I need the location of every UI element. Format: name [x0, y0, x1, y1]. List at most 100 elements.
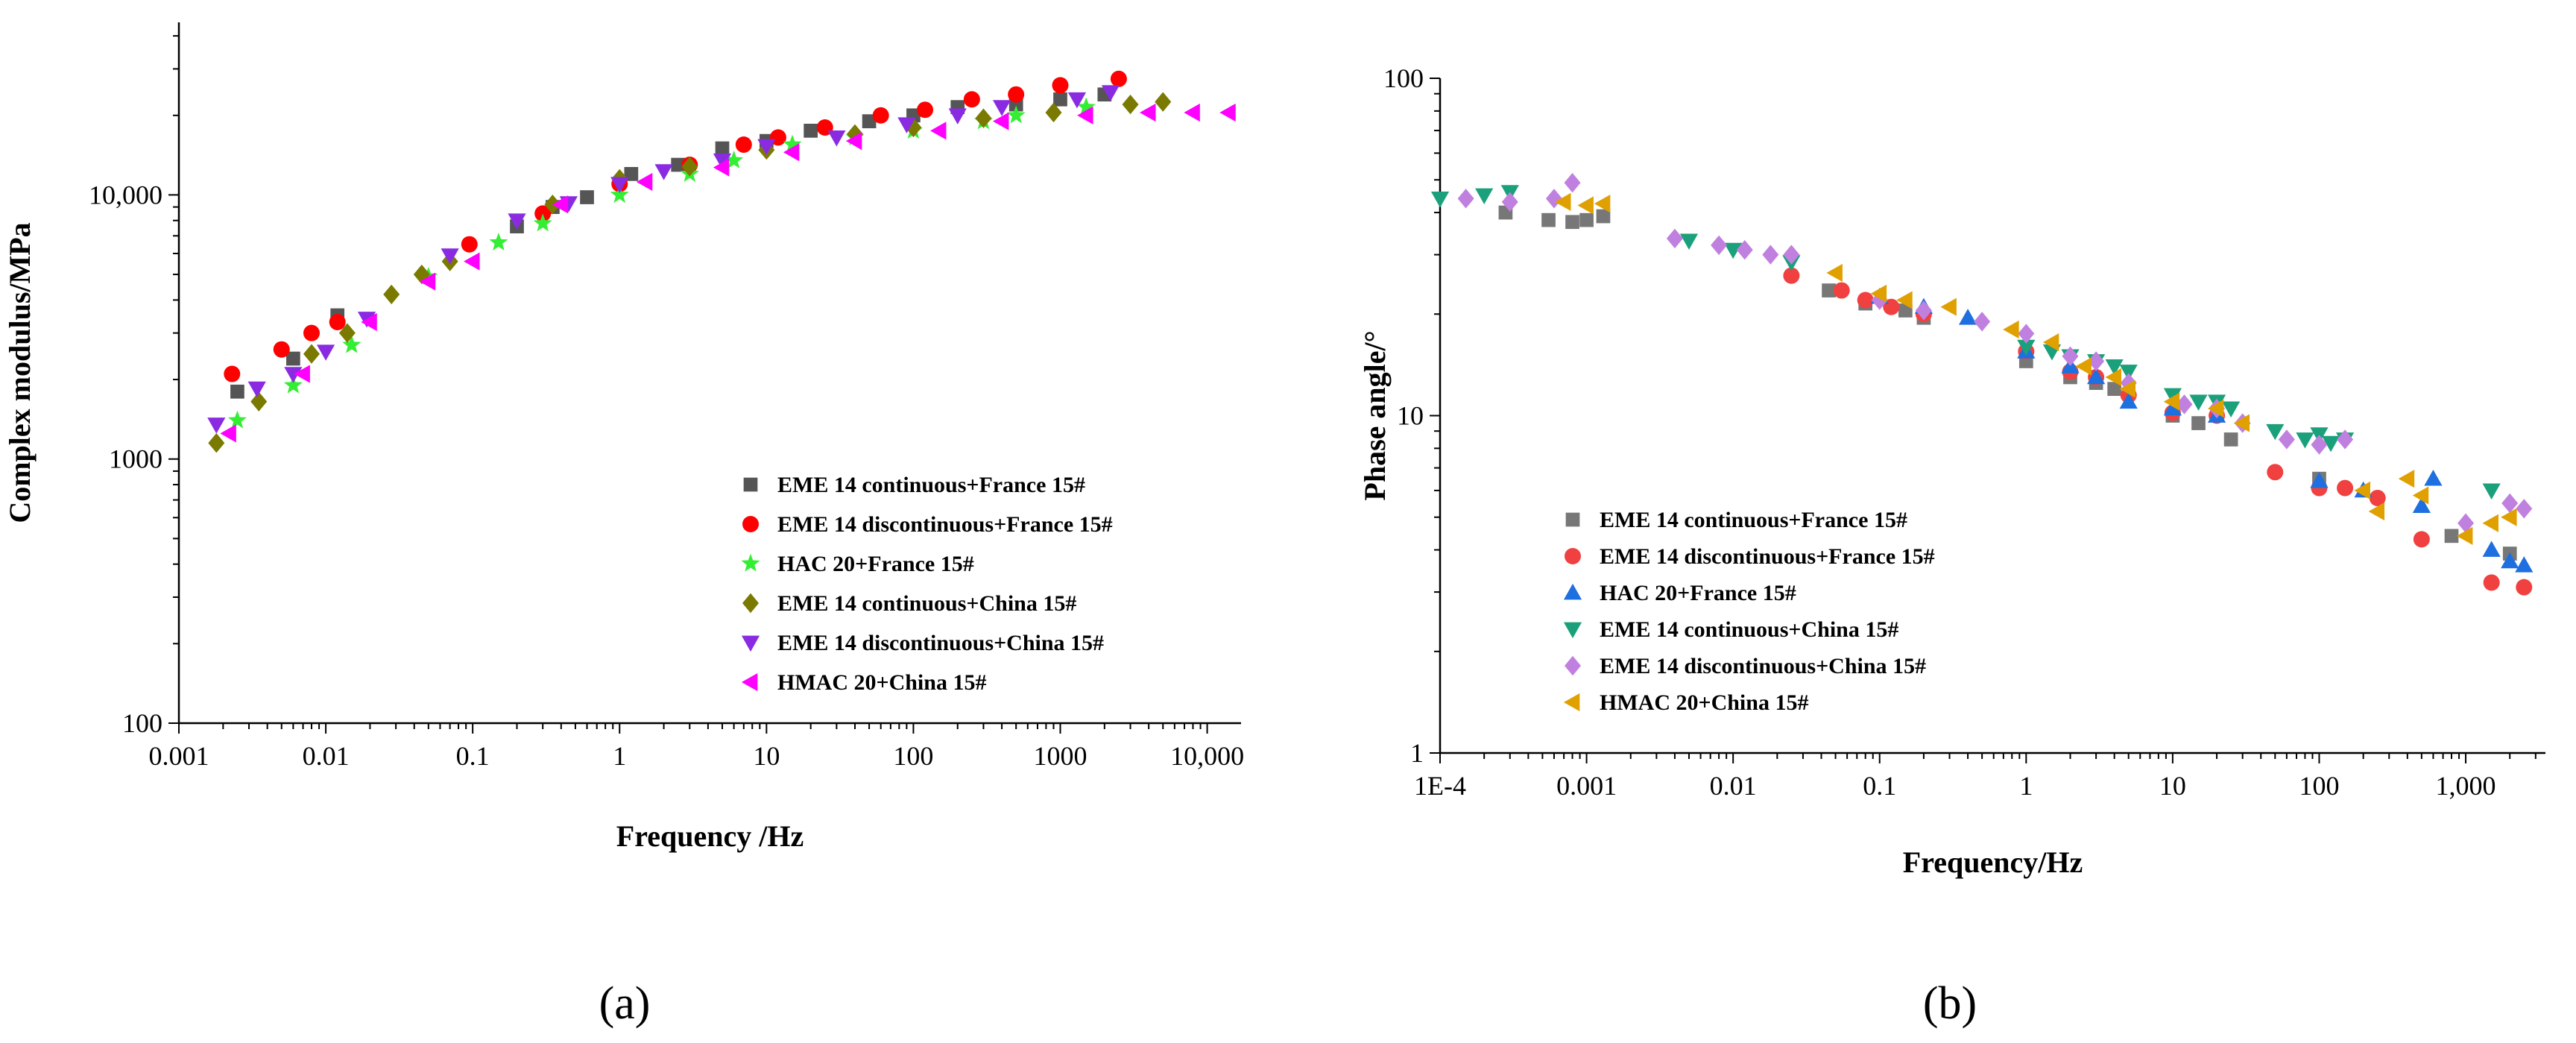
data-point — [1577, 196, 1594, 215]
data-point — [1783, 245, 1800, 265]
data-point — [2119, 379, 2136, 398]
data-point — [224, 365, 241, 382]
x-tick-label: 10 — [2159, 771, 2186, 801]
data-point — [1067, 92, 1087, 109]
data-point — [220, 424, 236, 443]
legend-label: EME 14 continuous+France 15# — [777, 473, 1085, 497]
data-point — [2354, 481, 2370, 500]
data-point — [2267, 464, 2284, 481]
data-point — [1596, 209, 1611, 224]
legend-label: HAC 20+France 15# — [1600, 581, 1796, 605]
data-point — [2457, 513, 2475, 533]
data-point — [917, 101, 934, 119]
legend: EME 14 continuous+France 15# EME 14 disco… — [741, 473, 1113, 695]
series-eme-14-continuous-china-15 — [1430, 185, 2501, 500]
data-point — [303, 324, 320, 341]
data-point — [1555, 192, 1571, 211]
data-point — [862, 114, 877, 129]
data-point — [827, 130, 846, 147]
data-point — [2266, 423, 2285, 441]
y-tick-label: 10 — [1397, 401, 1424, 431]
x-tick-label: 0.001 — [149, 741, 209, 771]
legend-label: EME 14 continuous+France 15# — [1600, 508, 1907, 532]
x-tick-label: 10 — [753, 741, 780, 771]
data-point — [2516, 579, 2533, 596]
data-point — [361, 312, 377, 332]
legend-marker — [1563, 622, 1582, 639]
y-tick-label: 1000 — [109, 444, 162, 474]
data-point — [342, 335, 362, 353]
data-point — [2042, 333, 2059, 352]
legend-marker — [1565, 548, 1581, 564]
data-point — [2482, 483, 2501, 500]
data-point — [2120, 373, 2137, 393]
data-point — [2163, 392, 2180, 411]
data-point — [1006, 105, 1026, 124]
data-point — [1501, 192, 1518, 212]
data-point — [2311, 435, 2328, 455]
data-point — [930, 122, 947, 140]
data-point — [508, 213, 526, 230]
data-point — [2321, 435, 2340, 453]
y-axis-label: Phase angle/° — [1358, 330, 1392, 500]
data-point — [1052, 77, 1069, 94]
data-point — [1045, 102, 1062, 123]
data-point — [2278, 429, 2295, 450]
data-point — [2163, 399, 2182, 416]
data-point — [247, 381, 266, 398]
data-point — [2233, 414, 2250, 432]
x-tick-label: 0.1 — [456, 741, 490, 771]
legend-label: EME 14 continuous+China 15# — [1600, 617, 1898, 642]
data-point — [713, 153, 732, 170]
data-point — [461, 236, 478, 253]
legend-marker — [1565, 512, 1580, 527]
chart-panel-a: 0.001 0.01 0.1 1 10 100 1000 10,000 100 1000 10,00… — [3, 22, 1244, 1029]
series-eme-14-continuous-china-15 — [208, 92, 1172, 453]
data-point — [1101, 85, 1120, 101]
x-tick-label: 0.01 — [303, 741, 350, 771]
data-point — [1122, 94, 1139, 115]
data-point — [227, 410, 247, 429]
series-hmac-20-china-15 — [220, 103, 1236, 443]
data-point — [1915, 300, 1932, 321]
data-point — [2017, 339, 2036, 356]
data-point — [1541, 212, 1556, 227]
data-point — [1870, 284, 1887, 303]
data-point — [636, 172, 653, 192]
y-tick-label: 100 — [1383, 63, 1424, 93]
data-point — [1475, 188, 1494, 205]
data-point — [1736, 239, 1753, 260]
data-point — [2413, 531, 2430, 548]
data-point — [1076, 97, 1096, 116]
data-point — [2369, 489, 2386, 506]
x-axis-label: Frequency/Hz — [1903, 845, 2083, 879]
data-point — [963, 91, 980, 108]
data-point — [1219, 103, 1236, 122]
legend-marker — [742, 593, 759, 614]
series-eme-14-continuous-france-15 — [230, 87, 1112, 399]
legend-label: EME 14 discontinuous+France 15# — [1600, 544, 1935, 569]
series-hmac-20-china-15 — [1555, 192, 2517, 545]
legend-label: EME 14 discontinuous+China 15# — [777, 631, 1104, 655]
x-axis-label: Frequency /Hz — [616, 819, 804, 853]
data-point — [2087, 368, 2106, 385]
data-point — [2189, 394, 2208, 411]
data-point — [872, 107, 889, 124]
data-point — [1110, 70, 1127, 87]
x-tick-label: 1 — [2019, 771, 2033, 801]
data-point — [2207, 399, 2224, 418]
data-point — [2337, 479, 2354, 497]
data-point — [2368, 502, 2385, 521]
data-point — [2412, 486, 2429, 505]
series-eme-14-discontinuous-china-15 — [207, 85, 1120, 434]
data-point — [2337, 429, 2354, 450]
data-point — [654, 164, 673, 180]
data-point — [1666, 228, 1683, 249]
x-tick-label: 100 — [893, 741, 933, 771]
data-point — [1822, 283, 1836, 297]
data-point — [273, 341, 290, 358]
data-point — [2062, 346, 2079, 367]
data-point — [1140, 103, 1156, 122]
data-point — [2191, 416, 2206, 430]
data-point — [845, 132, 862, 151]
